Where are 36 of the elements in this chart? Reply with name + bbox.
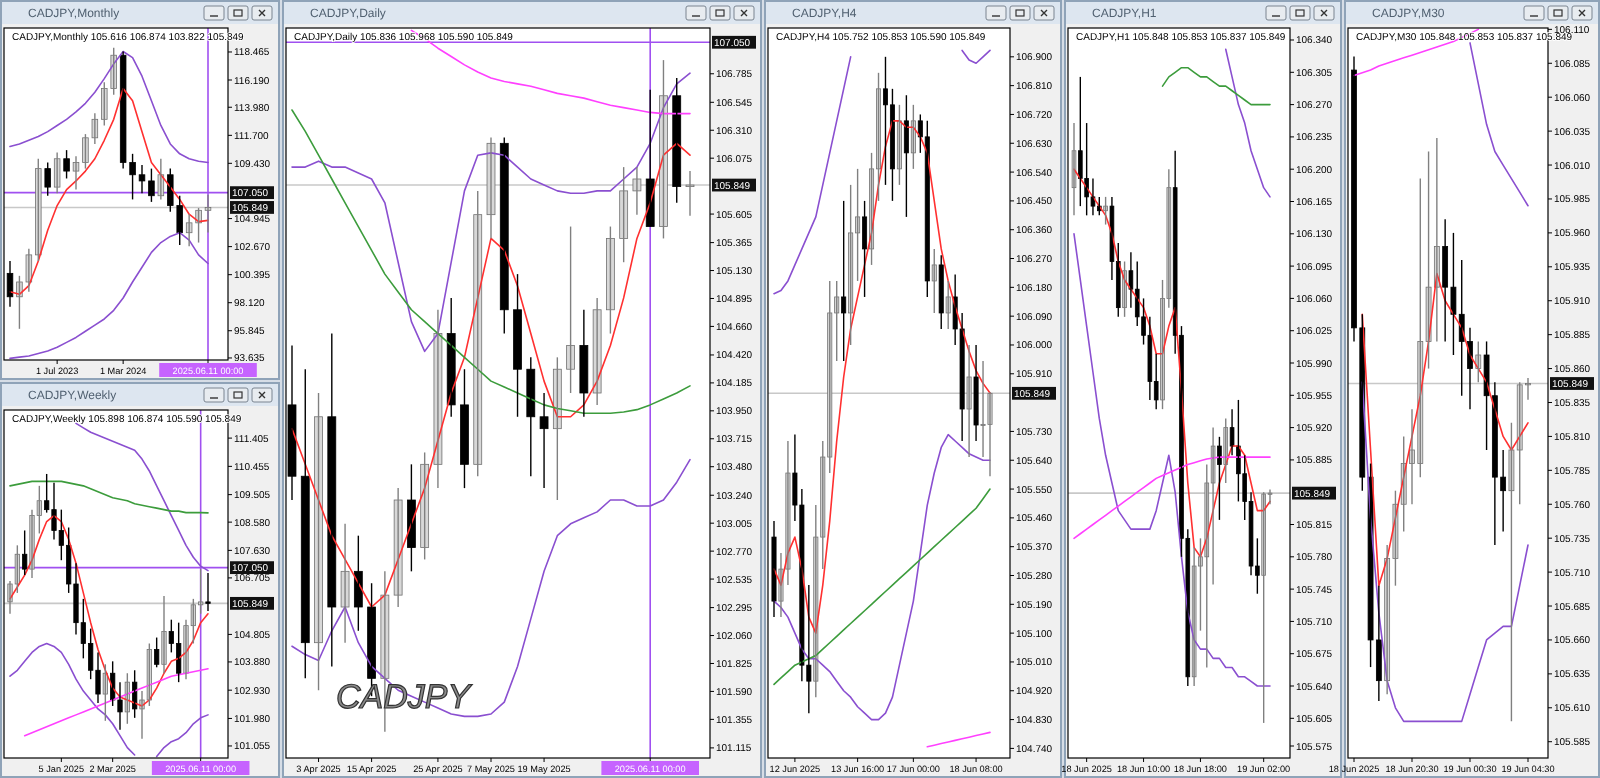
candlestick	[314, 392, 323, 691]
candlestick	[566, 225, 575, 394]
candlestick	[176, 621, 182, 683]
candlestick	[44, 161, 51, 197]
candlestick	[619, 166, 629, 263]
candlestick	[154, 636, 160, 668]
candlestick	[632, 166, 642, 216]
line-series	[1224, 48, 1271, 198]
candlestick	[1103, 196, 1108, 226]
candlestick	[340, 523, 350, 644]
line-series	[1161, 66, 1271, 106]
line-series	[291, 458, 691, 718]
line-series	[9, 87, 209, 296]
line-series	[9, 480, 209, 514]
line-series	[773, 488, 991, 686]
candlestick	[513, 273, 522, 418]
candlestick	[102, 663, 108, 722]
candlestick	[22, 529, 28, 576]
line-series	[1073, 233, 1271, 687]
candlestick	[205, 572, 211, 612]
line-series	[75, 422, 209, 572]
candlestick	[606, 225, 615, 335]
line-series	[291, 72, 691, 353]
candlestick	[938, 254, 944, 330]
candlestick	[63, 149, 70, 180]
candlestick	[539, 392, 549, 489]
candlestick	[1450, 232, 1457, 356]
line-series	[773, 433, 991, 721]
candlestick	[460, 368, 469, 489]
line-series	[291, 109, 691, 415]
line-series	[9, 50, 209, 164]
line-series	[926, 731, 991, 748]
candlestick	[300, 368, 310, 680]
line-series	[773, 120, 991, 634]
candlestick	[685, 170, 695, 217]
line-series	[1469, 42, 1529, 207]
